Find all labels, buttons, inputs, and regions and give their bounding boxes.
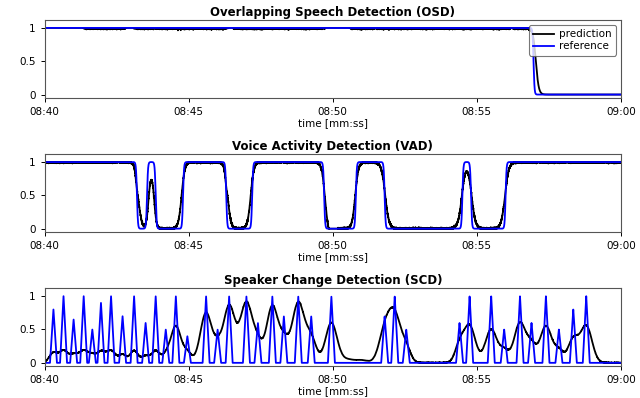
- prediction: [585, 92, 593, 97]
- prediction: [41, 25, 49, 30]
- Title: Overlapping Speech Detection (OSD): Overlapping Speech Detection (OSD): [211, 6, 455, 19]
- X-axis label: time [mm:ss]: time [mm:ss]: [298, 118, 368, 128]
- prediction: [44, 25, 51, 30]
- reference: [44, 25, 51, 30]
- prediction: [154, 26, 161, 31]
- reference: [323, 25, 330, 30]
- reference: [41, 25, 49, 30]
- X-axis label: time [mm:ss]: time [mm:ss]: [298, 252, 368, 262]
- prediction: [617, 92, 625, 97]
- reference: [586, 92, 594, 97]
- reference: [617, 92, 625, 97]
- Legend: prediction, reference: prediction, reference: [529, 25, 616, 56]
- Line: prediction: prediction: [45, 28, 621, 95]
- Title: Speaker Change Detection (SCD): Speaker Change Detection (SCD): [223, 274, 442, 287]
- reference: [547, 92, 555, 97]
- Line: reference: reference: [45, 28, 621, 95]
- prediction: [76, 25, 83, 30]
- Title: Voice Activity Detection (VAD): Voice Activity Detection (VAD): [232, 140, 433, 153]
- reference: [76, 25, 83, 30]
- reference: [154, 25, 161, 30]
- prediction: [65, 25, 72, 30]
- reference: [65, 25, 72, 30]
- prediction: [586, 92, 594, 97]
- prediction: [323, 25, 330, 30]
- X-axis label: time [mm:ss]: time [mm:ss]: [298, 386, 368, 396]
